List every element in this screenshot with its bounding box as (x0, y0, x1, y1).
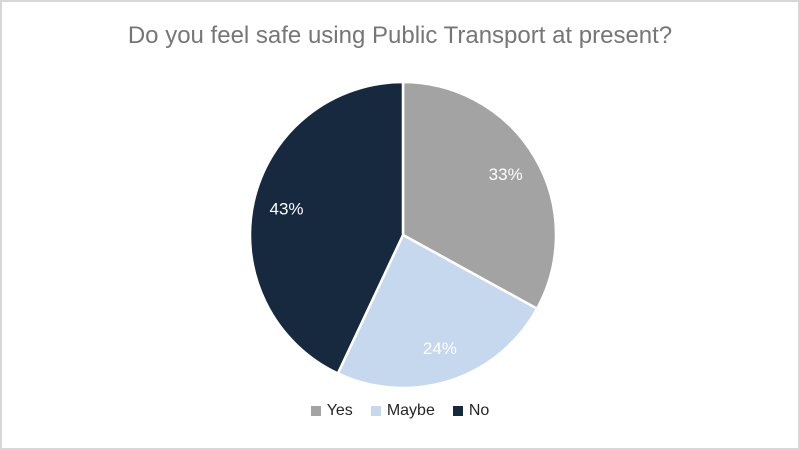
legend-label: Maybe (386, 402, 435, 419)
pie-slice-yes[interactable] (401, 80, 558, 310)
legend: Yes Maybe No (2, 402, 798, 420)
pie-slice-label-maybe: 24% (423, 339, 457, 358)
legend-swatch (370, 406, 381, 416)
legend-swatch (310, 406, 321, 416)
legend-item-yes[interactable]: Yes (310, 402, 353, 420)
chart-title: Do you feel safe using Public Transport … (127, 22, 673, 49)
pie-slice-maybe[interactable] (336, 233, 539, 390)
legend-label: Yes (326, 402, 353, 419)
legend-item-maybe[interactable]: Maybe (370, 402, 435, 420)
legend-label: No (468, 402, 490, 419)
pie-slice-label-no: 43% (269, 200, 303, 219)
legend-item-no[interactable]: No (452, 402, 490, 420)
pie-slice-no[interactable] (248, 80, 405, 375)
legend-swatch (452, 406, 463, 416)
pie-slice-label-yes: 33% (489, 165, 523, 184)
